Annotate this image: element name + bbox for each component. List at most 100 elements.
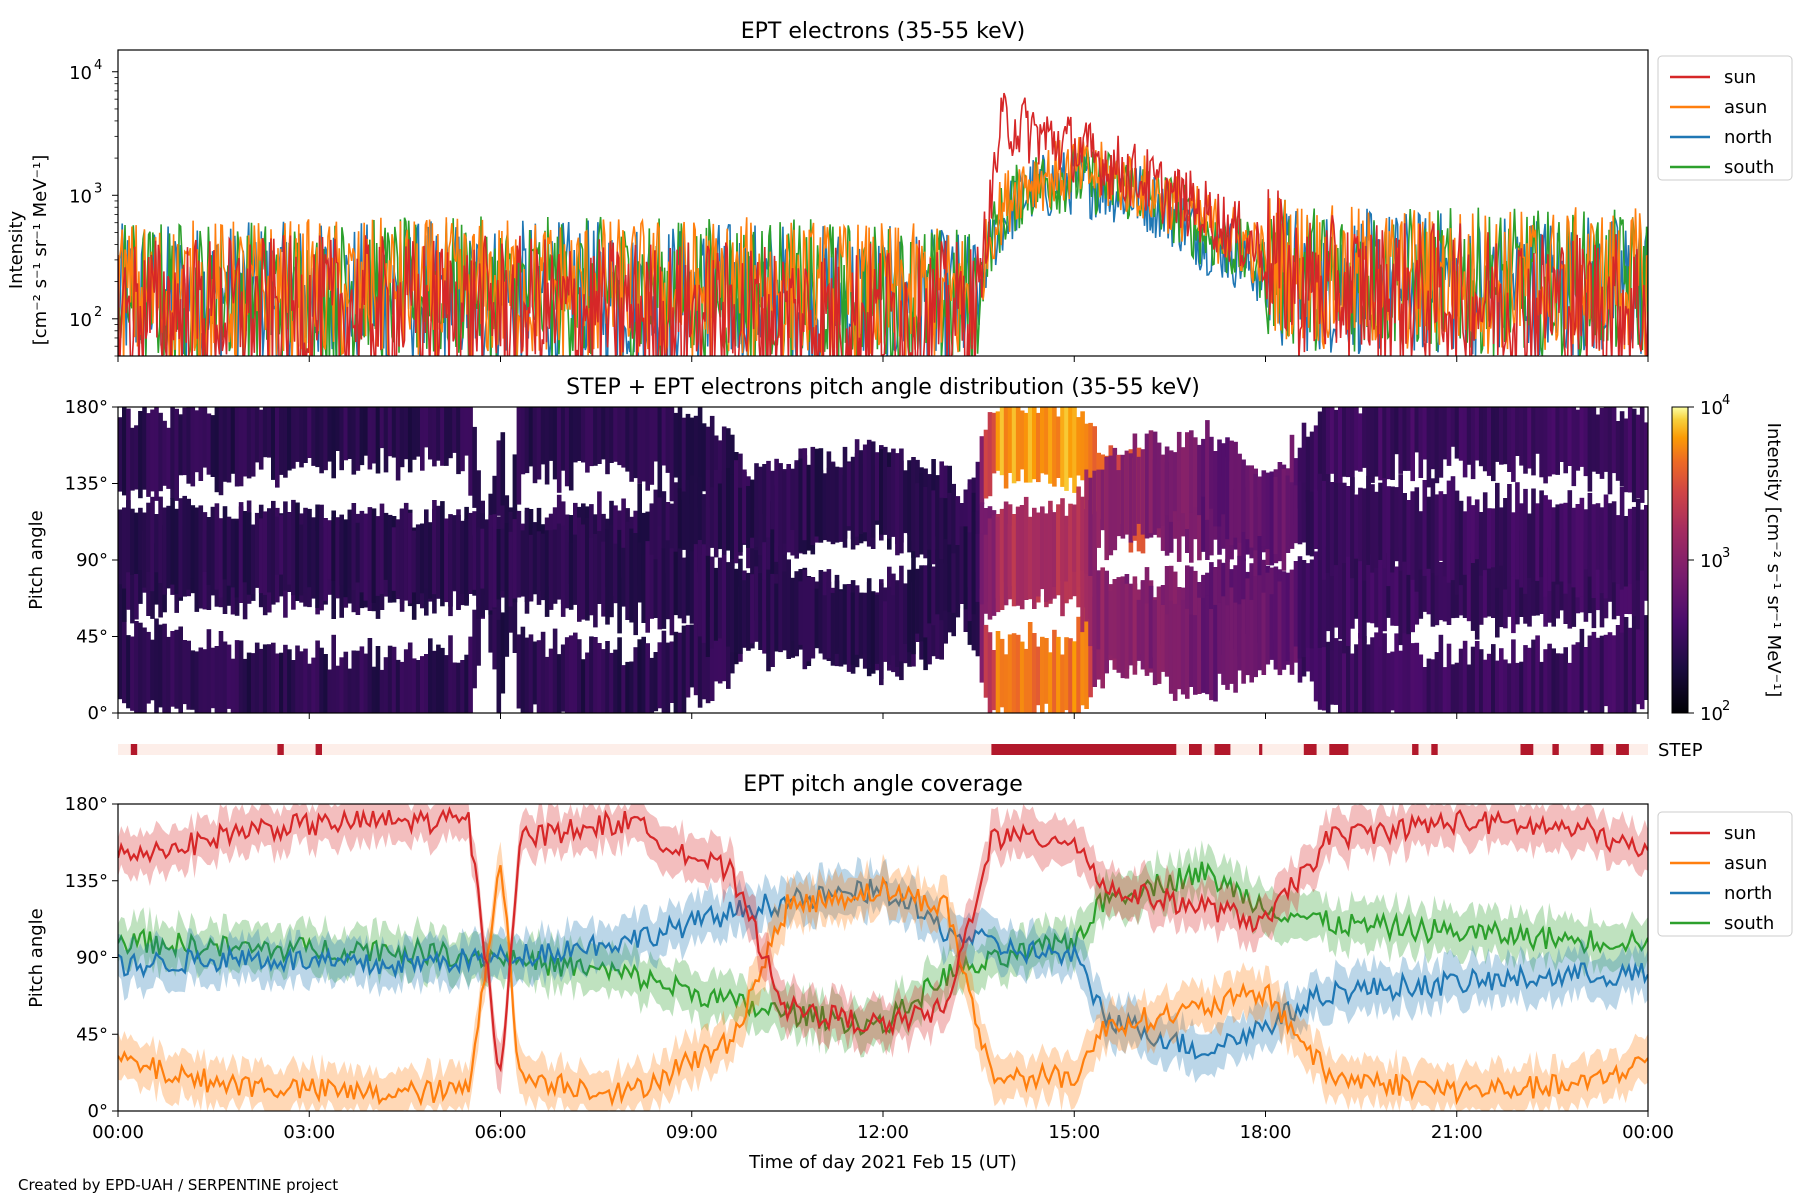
heatmap-cell	[1309, 559, 1315, 649]
heatmap-cell	[1543, 495, 1548, 597]
heatmap-cell	[677, 407, 683, 493]
heatmap-cell	[1007, 407, 1013, 473]
heatmap-cell	[456, 407, 461, 475]
heatmap-cell	[1048, 407, 1053, 484]
heatmap-cell	[649, 554, 655, 619]
heatmap-cell	[1599, 407, 1605, 479]
heatmap-cell	[303, 407, 308, 463]
heatmap-cell	[1470, 646, 1476, 713]
heatmap-cell	[1551, 648, 1556, 713]
heatmap-cell	[1249, 563, 1254, 636]
heatmap-cell	[1543, 407, 1548, 484]
heatmap-cell	[826, 569, 832, 659]
heatmap-cell	[411, 658, 417, 713]
heatmap-cell	[1233, 602, 1238, 693]
heatmap-cell	[1587, 549, 1593, 614]
heatmap-cell	[287, 512, 292, 585]
heatmap-cell	[1333, 543, 1339, 628]
heatmap-cell	[1495, 541, 1500, 638]
heatmap-cell	[520, 530, 526, 597]
heatmap-cell	[693, 544, 699, 630]
step-coverage-bar	[1214, 744, 1231, 755]
heatmap-cell	[460, 520, 465, 594]
heatmap-cell	[983, 534, 989, 614]
heatmap-cell	[407, 512, 413, 604]
heatmap-cell	[629, 528, 634, 623]
heatmap-cell	[448, 407, 453, 459]
heatmap-cell	[1478, 649, 1484, 713]
heatmap-cell	[488, 514, 493, 611]
legend-asun-label: asun	[1724, 853, 1767, 874]
y-tick-label: 90°	[76, 550, 108, 571]
heatmap-cell	[1503, 659, 1508, 713]
heatmap-cell	[774, 458, 779, 562]
heatmap-cell	[709, 556, 715, 649]
heatmap-cell	[1084, 469, 1089, 574]
heatmap-cell	[951, 553, 956, 613]
heatmap-cell	[339, 514, 344, 586]
heatmap-cell	[673, 631, 679, 713]
heatmap-cell	[1442, 667, 1448, 713]
heatmap-cell	[1430, 407, 1436, 470]
heatmap-cell	[1072, 504, 1077, 572]
heatmap-cell	[568, 635, 574, 713]
heatmap-cell	[818, 448, 824, 541]
heatmap-cell	[975, 592, 981, 657]
heatmap-cell	[866, 439, 872, 534]
panel1-legend: sun asun north south	[1657, 55, 1793, 181]
heatmap-cell	[1563, 502, 1568, 594]
heatmap-cell	[1410, 545, 1415, 633]
heatmap-cell	[1462, 407, 1468, 478]
heatmap-cell	[347, 668, 353, 713]
heatmap-cell	[476, 470, 481, 533]
heatmap-cell	[1511, 533, 1516, 634]
heatmap-cell	[1297, 447, 1303, 509]
heatmap-cell	[1362, 407, 1367, 468]
heatmap-cell	[947, 544, 952, 613]
heatmap-cell	[979, 588, 985, 683]
y-tick-label: 180°	[65, 794, 108, 815]
heatmap-cell	[468, 512, 473, 594]
heatmap-cell	[275, 653, 280, 713]
heatmap-cell	[649, 503, 655, 582]
heatmap-cell	[899, 448, 904, 554]
heatmap-cell	[1603, 407, 1609, 472]
heatmap-cell	[1329, 640, 1335, 705]
heatmap-cell	[194, 410, 200, 473]
heatmap-cell	[721, 555, 727, 636]
heatmap-cell	[379, 503, 385, 594]
heatmap-cell	[689, 624, 695, 688]
heatmap-cell	[1567, 662, 1573, 713]
series-sun-line	[118, 806, 1648, 1073]
heatmap-cell	[1434, 494, 1440, 576]
heatmap-cell	[359, 510, 365, 593]
heatmap-cell	[1623, 516, 1629, 587]
heatmap-cell	[665, 540, 671, 620]
heatmap-cell	[1559, 503, 1564, 582]
heatmap-cell	[943, 539, 948, 611]
heatmap-cell	[903, 470, 908, 532]
heatmap-cell	[1555, 653, 1560, 713]
heatmap-cell	[991, 515, 997, 616]
heatmap-cell	[709, 617, 715, 701]
heatmap-cell	[162, 623, 167, 713]
heatmap-cell	[1225, 559, 1230, 640]
heatmap-cell	[1470, 407, 1476, 480]
heatmap-cell	[476, 581, 481, 666]
heatmap-cell	[399, 508, 405, 604]
heatmap-cell	[1342, 407, 1347, 477]
heatmap-cell	[1116, 470, 1122, 537]
heatmap-cell	[214, 646, 220, 713]
heatmap-cell	[162, 420, 167, 486]
heatmap-cell	[1527, 647, 1532, 713]
heatmap-cell	[1317, 628, 1323, 710]
heatmap-cell	[919, 565, 924, 642]
heatmap-cell	[1382, 407, 1387, 480]
heatmap-cell	[762, 464, 767, 543]
heatmap-cell	[899, 565, 904, 662]
heatmap-cell	[681, 557, 687, 624]
heatmap-cell	[1277, 462, 1283, 562]
heatmap-cell	[138, 622, 143, 713]
heatmap-cell	[645, 541, 650, 633]
heatmap-cell	[597, 643, 602, 713]
